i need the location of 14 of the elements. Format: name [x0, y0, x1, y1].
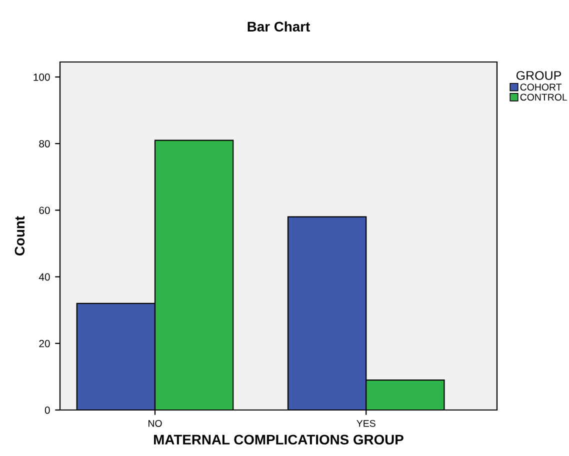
- legend-label: COHORT: [520, 84, 562, 91]
- legend-title: GROUP: [516, 71, 562, 80]
- y-tick-label: 20: [39, 340, 50, 348]
- y-tick-label: 40: [38, 273, 50, 281]
- chart-title: Bar Chart: [248, 21, 310, 32]
- y-tick-label: 0: [44, 406, 50, 414]
- x-axis-title: MATERNAL COMPLICATIONS GROUP: [154, 434, 404, 445]
- y-tick-label: 80: [39, 140, 50, 148]
- x-tick-label: YES: [356, 420, 376, 427]
- x-tick-label: NO: [148, 420, 162, 427]
- y-tick-label: 100: [34, 73, 50, 81]
- legend-label: CONTROL: [520, 94, 568, 101]
- y-tick-label: 60: [39, 206, 50, 214]
- y-axis-title: Count: [14, 216, 25, 256]
